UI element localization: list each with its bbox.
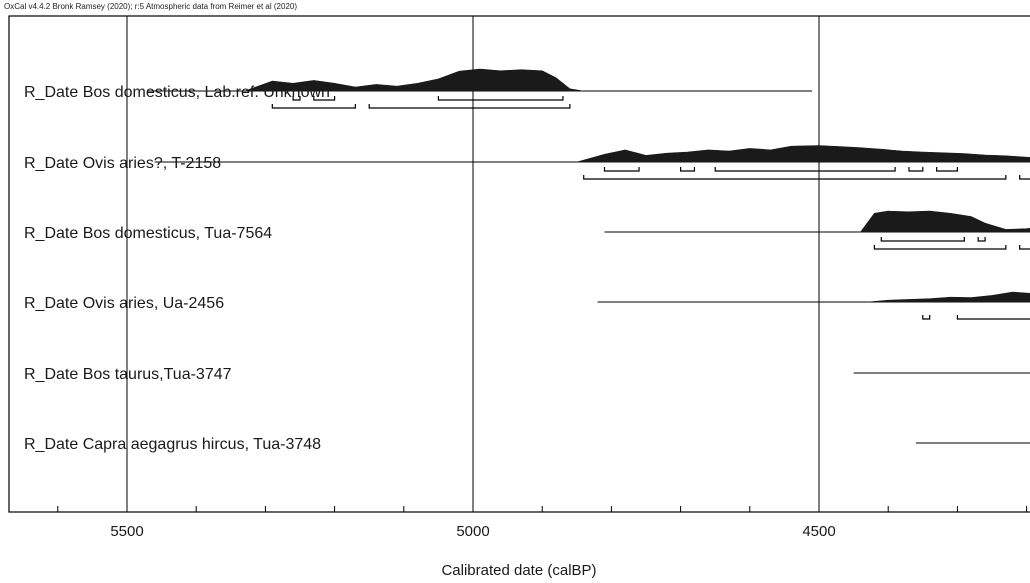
sigma1-bracket [680, 167, 696, 172]
sample-rows: R_Date Bos domesticus, Lab.ref. Unknown R… [24, 68, 1030, 453]
sigma2-bracket [583, 175, 1007, 180]
sample-label: R_Date Ovis aries?, T-2158 [24, 155, 221, 172]
x-axis: 600055005000450040003500 [57, 502, 1028, 540]
sigma2-bracket [368, 104, 571, 109]
sample-row: R_Date Bos domesticus, Lab.ref. Unknown [24, 68, 813, 109]
sample-row: R_Date Ovis aries?, T-2158 [24, 145, 1030, 180]
sample-row: R_Date Ovis aries, Ua-2456 [24, 291, 1030, 320]
x-axis-title: Calibrated date (calBP) [441, 562, 596, 579]
x-tick-label: 5000 [456, 523, 489, 540]
sample-row: R_Date Bos taurus,Tua-3747 [24, 366, 1030, 383]
probability-distribution [867, 291, 1030, 303]
vertical-gridlines [126, 16, 820, 512]
x-tick-label: 4500 [802, 523, 835, 540]
sigma2-bracket [873, 245, 1007, 250]
sigma2-bracket [1019, 175, 1030, 180]
sigma2-bracket [271, 104, 356, 109]
sigma1-bracket [603, 167, 640, 172]
sigma2-bracket [922, 315, 931, 320]
sigma1-bracket [908, 167, 924, 172]
sample-row: R_Date Capra aegagrus hircus, Tua-3748 [24, 436, 1030, 453]
probability-distribution [859, 210, 1030, 233]
sigma1-bracket [977, 237, 986, 242]
sigma1-bracket [880, 237, 965, 242]
sample-row: R_Date Bos domesticus, Tua-7564 [24, 210, 1030, 250]
oxcal-version-header: OxCal v4.4.2 Bronk Ramsey (2020); r:5 At… [4, 2, 298, 11]
sigma2-bracket [956, 315, 1030, 320]
sigma1-bracket [714, 167, 896, 172]
sigma1-bracket [292, 96, 301, 101]
x-tick-label: 5500 [110, 523, 143, 540]
sigma1-bracket [313, 96, 336, 101]
sample-label: R_Date Capra aegagrus hircus, Tua-3748 [24, 436, 321, 453]
probability-distribution [244, 68, 584, 92]
sample-label: R_Date Ovis aries, Ua-2456 [24, 295, 224, 312]
sample-label: R_Date Bos taurus,Tua-3747 [24, 366, 232, 383]
sigma2-bracket [1019, 245, 1030, 250]
sigma1-bracket [437, 96, 564, 101]
sample-label: R_Date Bos domesticus, Lab.ref. Unknown [24, 84, 330, 101]
sigma1-bracket [936, 167, 958, 172]
sample-label: R_Date Bos domesticus, Tua-7564 [24, 225, 272, 242]
plot-frame [8, 15, 1030, 513]
probability-distribution [576, 145, 1030, 163]
